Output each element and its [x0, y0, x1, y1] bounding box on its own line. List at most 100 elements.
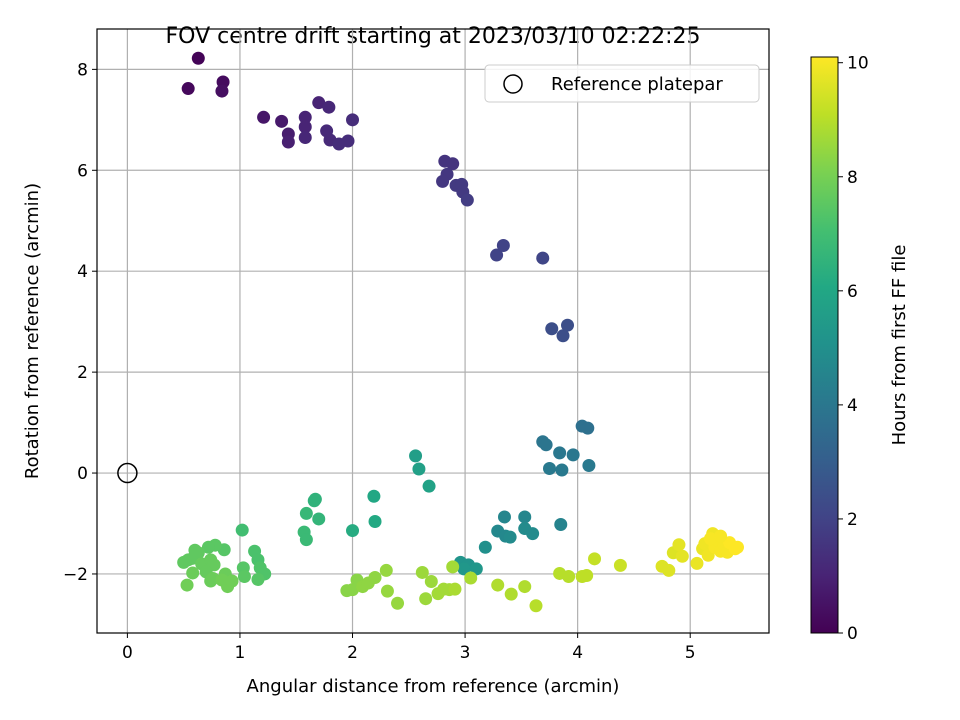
- data-point: [580, 568, 594, 582]
- data-point: [368, 570, 382, 584]
- x-tick-label: 3: [460, 643, 471, 663]
- data-point: [379, 563, 393, 577]
- data-point: [464, 571, 478, 585]
- data-point: [422, 479, 436, 493]
- data-point: [275, 114, 289, 128]
- data-point: [662, 563, 676, 577]
- data-point: [496, 238, 510, 252]
- legend-reference-marker: [503, 74, 523, 94]
- legend-label: Reference platepar: [551, 74, 723, 95]
- colorbar-tick-label: 0: [847, 624, 858, 644]
- data-point: [446, 560, 460, 574]
- data-point: [536, 251, 550, 265]
- data-point: [186, 566, 200, 580]
- data-point: [225, 574, 239, 588]
- colorbar-ticks: 0 2 4 6 8 10: [838, 54, 869, 644]
- colorbar-tick-label: 4: [847, 396, 858, 416]
- data-point: [588, 552, 602, 566]
- y-tick-label: 8: [77, 60, 88, 80]
- data-point: [237, 569, 251, 583]
- data-point: [543, 462, 557, 476]
- data-point: [518, 510, 532, 524]
- colorbar-label: Hours from first FF file: [889, 245, 910, 446]
- data-point: [412, 462, 426, 476]
- legend: Reference platepar: [484, 64, 760, 103]
- data-point: [490, 248, 504, 262]
- data-point: [491, 578, 505, 592]
- data-point: [181, 82, 195, 96]
- data-point: [555, 463, 569, 477]
- x-tick-label: 5: [685, 643, 696, 663]
- data-point: [312, 512, 326, 526]
- data-point: [281, 135, 295, 149]
- data-point: [562, 569, 576, 583]
- y-tick-label: 6: [77, 161, 88, 181]
- data-point: [298, 110, 312, 124]
- data-point: [235, 523, 249, 537]
- y-tick-label: 2: [77, 363, 88, 383]
- x-tick-label: 0: [122, 643, 133, 663]
- y-tick-label: 0: [77, 464, 88, 484]
- data-point: [181, 553, 195, 567]
- data-point: [308, 492, 322, 506]
- data-point: [419, 592, 433, 606]
- y-tick-label: −2: [63, 565, 88, 585]
- data-point: [672, 538, 686, 552]
- data-point: [554, 518, 568, 532]
- data-point: [556, 329, 570, 343]
- colorbar-tick-label: 2: [847, 510, 858, 530]
- data-point: [526, 527, 540, 541]
- data-point: [518, 580, 532, 594]
- data-point: [204, 574, 218, 588]
- grid-lines: [97, 29, 769, 633]
- data-point: [457, 562, 471, 576]
- data-point: [460, 193, 474, 207]
- data-point: [299, 506, 313, 520]
- colorbar: [810, 56, 839, 634]
- data-point: [312, 96, 326, 110]
- data-point: [497, 510, 511, 524]
- data-point: [503, 530, 517, 544]
- y-tick-label: 4: [77, 262, 88, 282]
- data-point: [215, 84, 229, 98]
- data-point: [257, 110, 271, 124]
- data-point: [703, 532, 717, 546]
- data-point: [545, 322, 559, 336]
- plot-frame: [96, 28, 770, 634]
- data-point: [298, 130, 312, 144]
- data-point: [582, 458, 596, 472]
- data-point: [380, 584, 394, 598]
- data-point: [341, 134, 355, 148]
- data-point: [299, 533, 313, 547]
- data-point: [346, 113, 360, 127]
- data-point: [409, 449, 423, 463]
- data-point: [201, 540, 215, 554]
- x-axis-label: Angular distance from reference (arcmin): [247, 676, 620, 697]
- data-points: [177, 51, 744, 613]
- data-point: [539, 438, 553, 452]
- data-point: [446, 157, 460, 171]
- data-point: [561, 318, 575, 332]
- colorbar-tick-label: 10: [847, 54, 869, 74]
- data-point: [180, 578, 194, 592]
- data-point: [298, 120, 312, 134]
- data-point: [714, 529, 728, 543]
- data-point: [581, 421, 595, 435]
- data-point: [322, 100, 336, 114]
- data-point: [566, 448, 580, 462]
- chart-title: FOV centre drift starting at 2023/03/10 …: [166, 24, 701, 49]
- data-point: [391, 596, 405, 610]
- data-point: [436, 174, 450, 188]
- colorbar-tick-label: 6: [847, 282, 858, 302]
- data-point: [504, 587, 518, 601]
- colorbar-tick-label: 8: [847, 168, 858, 188]
- data-point: [529, 599, 543, 613]
- data-point: [368, 514, 382, 528]
- data-point: [415, 565, 429, 579]
- data-point: [613, 558, 627, 572]
- x-axis-ticks: 0 1 2 3 4 5: [122, 633, 696, 663]
- x-tick-label: 1: [235, 643, 246, 663]
- data-point: [251, 573, 265, 587]
